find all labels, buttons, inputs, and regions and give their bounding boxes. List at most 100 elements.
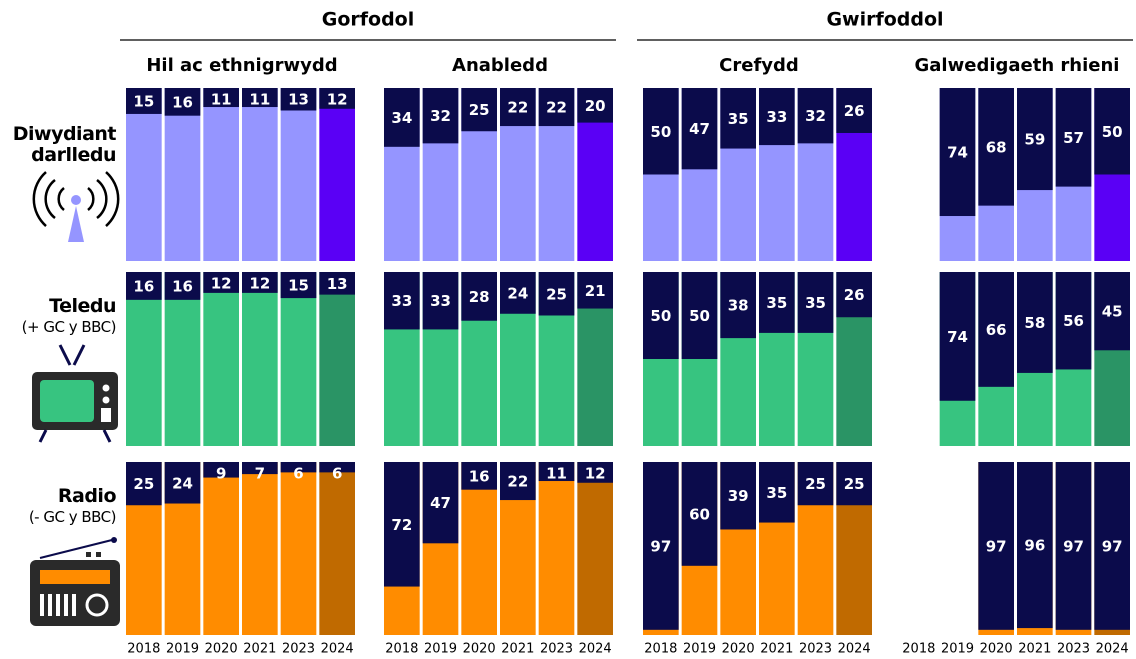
- bar: [643, 462, 679, 630]
- bar: [203, 272, 239, 293]
- data-label: 13: [327, 275, 348, 293]
- x-tick-label: 2019: [683, 642, 716, 657]
- bar: [461, 88, 497, 132]
- bar: [538, 462, 575, 482]
- bar-base: [164, 272, 201, 446]
- data-label: 35: [766, 484, 787, 502]
- bar: [577, 88, 613, 123]
- data-label: 35: [766, 294, 787, 312]
- x-tick-label: 2020: [463, 642, 496, 657]
- bar: [836, 272, 872, 318]
- bar: [164, 462, 201, 504]
- bar: [538, 88, 575, 127]
- data-label: 97: [1063, 537, 1084, 555]
- bar: [319, 272, 355, 295]
- data-label: 26: [844, 286, 865, 304]
- bar-base: [242, 88, 278, 261]
- bar: [319, 462, 355, 473]
- bar: [384, 88, 420, 147]
- bar-base: [319, 88, 355, 261]
- x-tick-label: 2018: [644, 642, 677, 657]
- x-tick-label: 2021: [760, 642, 793, 657]
- data-label: 25: [133, 475, 154, 493]
- data-label: 33: [430, 292, 451, 310]
- bar-base: [319, 462, 355, 635]
- data-label: 16: [133, 277, 154, 295]
- bar-base: [280, 272, 317, 446]
- bar: [422, 462, 459, 544]
- x-tick-label: 2019: [941, 642, 974, 657]
- data-label: 34: [391, 109, 412, 127]
- bar: [939, 88, 976, 217]
- x-tick-label: 2018: [902, 642, 935, 657]
- data-label: 50: [650, 307, 671, 325]
- bar: [126, 462, 162, 506]
- x-tick-label: 2023: [799, 642, 832, 657]
- data-label: 68: [986, 138, 1007, 156]
- data-label: 33: [766, 108, 787, 126]
- bar: [1017, 272, 1053, 373]
- data-label: 28: [469, 288, 490, 306]
- bar: [643, 88, 679, 175]
- data-label: 59: [1024, 131, 1045, 149]
- bar-base: [280, 88, 317, 261]
- bar: [280, 88, 317, 111]
- x-tick-label: 2023: [1057, 642, 1090, 657]
- bar: [126, 88, 162, 114]
- data-label: 24: [507, 284, 528, 302]
- x-tick-label: 2024: [321, 642, 354, 657]
- x-tick-label: 2020: [205, 642, 238, 657]
- row-subtitle: (+ GC y BBC): [21, 318, 117, 336]
- bar: [759, 88, 795, 146]
- x-tick-label: 2021: [243, 642, 276, 657]
- data-label: 25: [844, 475, 865, 493]
- data-label: 12: [211, 275, 232, 293]
- bar: [280, 272, 317, 299]
- bar-base: [126, 88, 162, 261]
- x-tick-label: 2019: [166, 642, 199, 657]
- data-label: 97: [986, 537, 1007, 555]
- bar: [759, 272, 795, 333]
- bar-base: [577, 462, 613, 635]
- bar-base: [538, 462, 575, 635]
- icon-broadcast: [32, 171, 120, 242]
- bar: [500, 272, 536, 314]
- data-label: 74: [947, 328, 968, 346]
- bar-base: [319, 272, 355, 446]
- data-label: 39: [728, 487, 749, 505]
- data-label: 6: [293, 465, 303, 483]
- x-tick-label: 2023: [282, 642, 315, 657]
- data-label: 16: [469, 467, 490, 485]
- data-label: 96: [1024, 537, 1045, 555]
- bar: [164, 272, 201, 300]
- x-tick-label: 2023: [540, 642, 573, 657]
- data-label: 74: [947, 144, 968, 162]
- bar-base: [280, 462, 317, 635]
- bar: [759, 462, 795, 523]
- icon-tv: [32, 344, 118, 443]
- data-label: 66: [986, 321, 1007, 339]
- data-label: 22: [546, 99, 567, 117]
- x-tick-label: 2019: [424, 642, 457, 657]
- data-label: 16: [172, 277, 193, 295]
- x-tick-label: 2018: [127, 642, 160, 657]
- data-label: 11: [211, 91, 232, 109]
- data-label: 32: [430, 107, 451, 125]
- data-label: 50: [1102, 123, 1123, 141]
- data-label: 47: [689, 120, 710, 138]
- bar-base: [203, 462, 239, 635]
- bar: [203, 88, 239, 108]
- x-tick-label: 2021: [1018, 642, 1051, 657]
- data-label: 38: [728, 297, 749, 315]
- row-label: Diwydiant darlledu: [12, 123, 117, 166]
- bar-base: [242, 272, 278, 446]
- bar: [720, 462, 756, 530]
- data-label: 97: [1102, 537, 1123, 555]
- data-label: 45: [1102, 303, 1123, 321]
- bar: [203, 462, 239, 478]
- bar: [500, 88, 536, 127]
- data-label: 26: [844, 102, 865, 120]
- bar: [1055, 272, 1092, 370]
